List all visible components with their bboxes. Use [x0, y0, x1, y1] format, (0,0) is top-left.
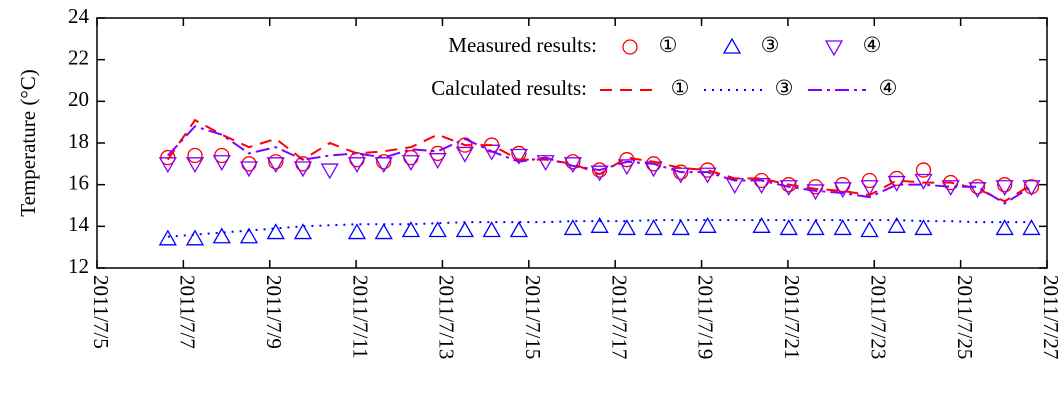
legend-title: Calculated results: [431, 76, 587, 100]
marker [833, 219, 852, 236]
marker [698, 217, 717, 233]
marker [185, 229, 205, 246]
marker [833, 182, 852, 199]
marker [455, 221, 475, 238]
marker [644, 219, 663, 236]
y-tick-label: 18 [68, 129, 89, 153]
marker [187, 147, 203, 164]
marker [293, 161, 313, 178]
x-tick-label: 2011/7/13 [435, 275, 459, 359]
x-tick-label: 2011/7/23 [866, 275, 890, 359]
marker [239, 161, 259, 178]
marker [995, 180, 1014, 197]
marker [376, 154, 392, 170]
legend-label: ① [671, 76, 690, 100]
series-line [166, 118, 1032, 203]
marker [158, 229, 177, 246]
series-line [167, 125, 1032, 205]
marker [374, 157, 393, 174]
marker [185, 157, 205, 174]
marker [563, 219, 582, 236]
marker [915, 162, 932, 178]
marker [779, 180, 798, 197]
y-tick-label: 16 [68, 170, 89, 194]
marker [509, 148, 529, 165]
y-tick-label: 12 [68, 254, 89, 278]
x-tick-label: 2011/7/21 [780, 275, 804, 359]
marker [401, 221, 421, 238]
marker [591, 162, 608, 178]
legend-label: ① [659, 33, 678, 57]
marker [320, 163, 339, 180]
marker [511, 145, 527, 162]
marker [482, 221, 501, 238]
marker [401, 155, 421, 172]
x-tick-label: 2011/7/9 [262, 275, 286, 349]
marker [860, 221, 879, 238]
marker [806, 219, 825, 236]
marker [158, 157, 177, 174]
x-tick-label: 2011/7/27 [1039, 275, 1063, 359]
legend-label: ③ [775, 76, 794, 100]
marker [1022, 219, 1041, 236]
series-line [167, 219, 1032, 238]
marker [860, 180, 879, 197]
marker [212, 155, 231, 172]
legend-label: ③ [761, 33, 780, 57]
y-tick-label: 22 [68, 45, 89, 69]
legend-label: ④ [863, 33, 882, 57]
marker [590, 217, 609, 233]
y-tick-label: 24 [68, 4, 90, 28]
marker [268, 154, 284, 170]
marker [266, 157, 285, 174]
marker [536, 155, 555, 172]
marker [374, 223, 393, 240]
y-tick-label: 20 [68, 87, 89, 111]
marker [752, 217, 771, 233]
marker [455, 146, 475, 163]
marker [997, 177, 1013, 193]
marker [752, 178, 771, 194]
marker [914, 219, 933, 236]
marker [266, 223, 285, 240]
marker [722, 37, 742, 54]
marker [428, 153, 447, 169]
marker [673, 164, 689, 180]
x-tick-label: 2011/7/15 [521, 275, 545, 359]
marker [347, 157, 367, 174]
marker [698, 167, 717, 184]
marker [824, 40, 844, 57]
marker [995, 219, 1014, 236]
marker [239, 227, 259, 244]
x-tick-label: 2011/7/19 [694, 275, 718, 359]
legend-label: ④ [879, 76, 898, 100]
marker [622, 39, 638, 55]
marker [617, 219, 636, 236]
x-tick-label: 2011/7/17 [607, 275, 631, 359]
marker [1022, 180, 1041, 197]
marker [671, 219, 690, 236]
x-tick-label: 2011/7/7 [176, 275, 200, 349]
marker [293, 223, 313, 240]
x-tick-label: 2011/7/5 [89, 275, 113, 349]
y-tick-label: 14 [68, 212, 90, 236]
marker [914, 173, 933, 190]
marker [212, 227, 231, 244]
marker [806, 184, 825, 201]
marker [347, 223, 367, 240]
legend-title: Measured results: [448, 33, 597, 57]
marker [671, 167, 690, 184]
x-tick-label: 2011/7/25 [953, 275, 977, 359]
marker [887, 217, 906, 233]
y-axis-label: Temperature (°C) [16, 69, 40, 216]
marker [779, 219, 798, 236]
marker [428, 221, 447, 238]
marker [617, 159, 636, 176]
x-tick-label: 2011/7/11 [348, 275, 372, 359]
marker [509, 221, 529, 238]
